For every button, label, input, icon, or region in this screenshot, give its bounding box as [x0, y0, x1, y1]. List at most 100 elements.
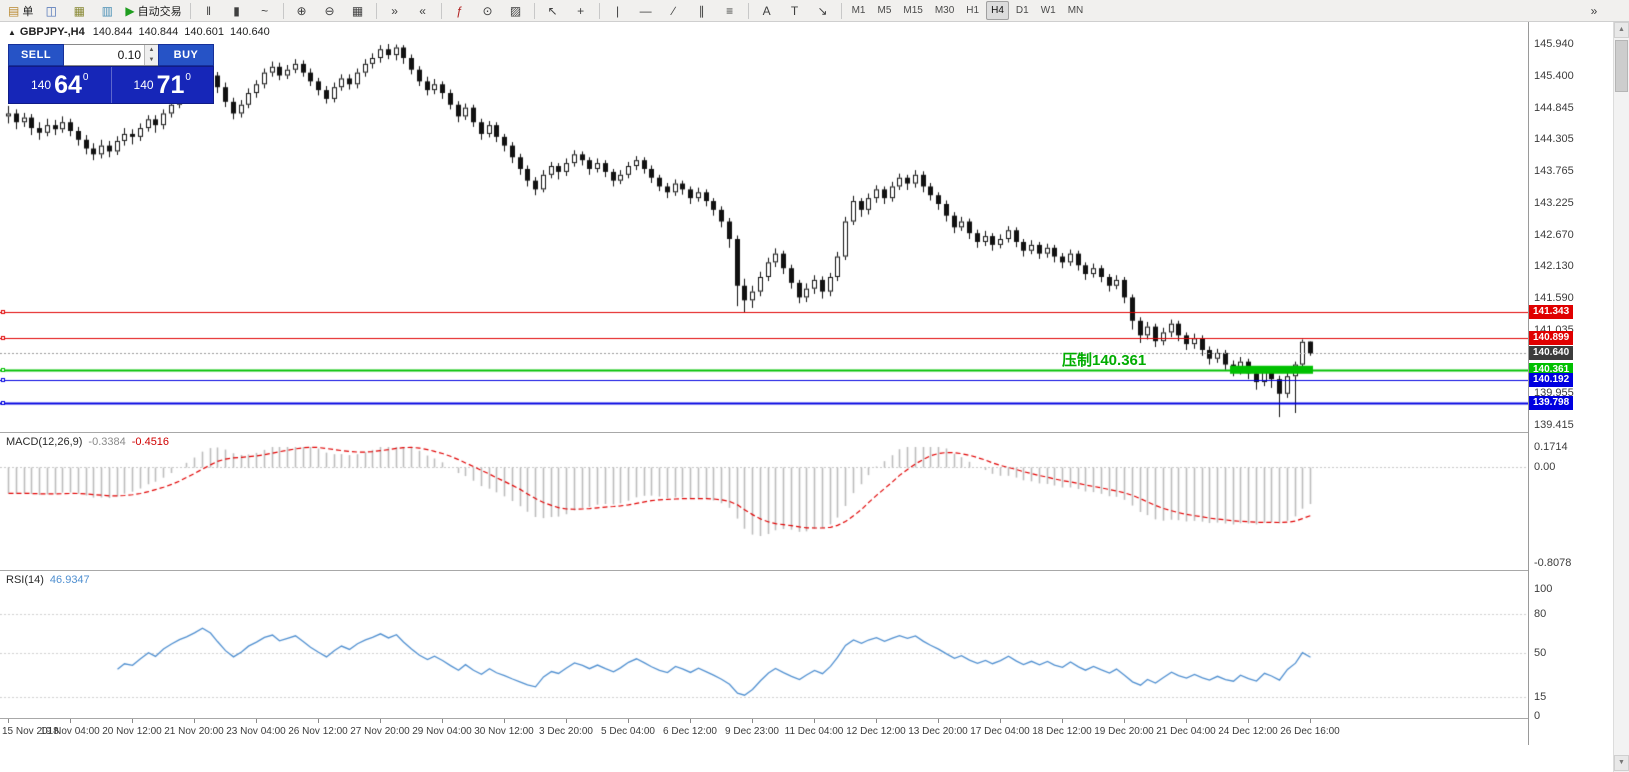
periods-icon: ⊙ — [482, 3, 493, 18]
tile-windows-icon: ▦ — [351, 3, 364, 18]
equidistant-channel-icon: ∥ — [698, 3, 705, 18]
vertical-scrollbar[interactable]: ▲ ▼ — [1613, 22, 1629, 772]
fibonacci-button[interactable]: ≡ — [717, 1, 743, 21]
timeframe-m30-button[interactable]: M30 — [934, 5, 955, 16]
zoom-out-button[interactable]: ⊖ — [317, 1, 343, 21]
price-tag: 140.899 — [1529, 331, 1574, 345]
candlestick-chart-icon: ▮ — [233, 3, 240, 18]
macd-canvas[interactable] — [0, 433, 1528, 570]
zoom-in-button[interactable]: ⊕ — [289, 1, 315, 21]
line-chart-icon: ~ — [261, 3, 269, 18]
toolbar-separator — [747, 2, 749, 19]
time-label: 26 Dec 16:00 — [1280, 726, 1340, 737]
equidistant-channel-button[interactable]: ∥ — [689, 1, 715, 21]
chart-shift-button[interactable]: « — [410, 1, 436, 21]
timeframe-m15-button[interactable]: M15 — [903, 5, 923, 16]
chart-window-button[interactable]: ◫ — [38, 1, 64, 21]
timeframe-m1-button[interactable]: M1 — [851, 5, 866, 16]
data-window-button[interactable]: ▥ — [94, 1, 120, 21]
new-order-button[interactable]: ▤ 单 — [5, 1, 36, 21]
cursor-button[interactable]: ↖ — [540, 1, 566, 21]
auto-scroll-button[interactable]: » — [382, 1, 408, 21]
toolbar-overflow-button[interactable]: » — [1581, 1, 1607, 21]
time-label: 19 Dec 20:00 — [1094, 726, 1154, 737]
bid-point: 0 — [82, 71, 89, 83]
bid-price-display[interactable]: 140 64 0 — [9, 67, 111, 103]
periods-button[interactable]: ⊙ — [475, 1, 501, 21]
text-button[interactable]: A — [754, 1, 780, 21]
buy-button[interactable]: BUY — [158, 44, 214, 66]
time-axis[interactable]: 15 Nov 2018 19 Nov 04:00 20 Nov 12:00 21 No… — [0, 719, 1528, 745]
volume-input[interactable] — [64, 45, 144, 65]
collapse-trading-panel-icon[interactable]: ▲ — [8, 28, 16, 37]
price-tick: 143.765 — [1534, 165, 1574, 177]
time-tick-mark — [194, 719, 195, 723]
scrollbar-down-button[interactable]: ▼ — [1614, 755, 1629, 771]
scrollbar-thumb[interactable] — [1615, 40, 1628, 92]
templates-button[interactable]: ▨ — [503, 1, 529, 21]
price-tag: 140.192 — [1529, 373, 1574, 387]
ask-price-display[interactable]: 140 71 0 — [110, 67, 214, 103]
rsi-axis-tick: 100 — [1534, 583, 1553, 595]
horizontal-line-icon: — — [639, 3, 652, 18]
rsi-canvas[interactable] — [0, 571, 1528, 718]
chart-area[interactable]: ▲ GBPJPY-,H4 140.844 140.844 140.601 140.640 … — [0, 22, 1629, 772]
tile-windows-button[interactable]: ▦ — [345, 1, 371, 21]
time-label: 24 Dec 12:00 — [1218, 726, 1278, 737]
time-tick-mark — [876, 719, 877, 723]
volume-down-button[interactable]: ▼ — [145, 55, 158, 65]
macd-name: MACD(12,26,9) — [6, 436, 83, 448]
time-label: 12 Dec 12:00 — [846, 726, 906, 737]
time-label: 20 Nov 12:00 — [102, 726, 162, 737]
price-chart-canvas[interactable] — [0, 22, 1528, 432]
time-label: 26 Nov 12:00 — [288, 726, 348, 737]
sell-button[interactable]: SELL — [8, 44, 64, 66]
text-label-button[interactable]: T — [782, 1, 808, 21]
auto-trading-button[interactable]: ▶ 自动交易 — [122, 1, 184, 21]
time-tick-mark — [938, 719, 939, 723]
timeframe-mn-button[interactable]: MN — [1067, 5, 1084, 16]
price-axis[interactable]: 145.940 145.400 144.845 144.305 143.765 143.2… — [1529, 22, 1613, 745]
time-label: 15 Nov 2018 — [2, 726, 59, 737]
macd-axis-tick: 0.1714 — [1534, 441, 1568, 453]
volume-box: ▲ ▼ — [64, 44, 158, 66]
rsi-axis-tick: 80 — [1534, 608, 1547, 620]
volume-up-button[interactable]: ▲ — [145, 45, 158, 55]
profiles-button[interactable]: ▦ — [66, 1, 92, 21]
bid-figure: 140 — [31, 78, 52, 92]
time-label: 29 Nov 04:00 — [412, 726, 472, 737]
time-label: 11 Dec 04:00 — [784, 726, 844, 737]
timeframe-h1-button[interactable]: H1 — [966, 5, 980, 16]
indicators-button[interactable]: ƒ — [447, 1, 473, 21]
horizontal-line-button[interactable]: — — [633, 1, 659, 21]
trendline-button[interactable]: ∕ — [661, 1, 687, 21]
bar-chart-button[interactable]: ‖ — [196, 1, 222, 21]
timeframe-h4-button[interactable]: H4 — [986, 1, 1009, 20]
timeframe-w1-button[interactable]: W1 — [1040, 5, 1056, 16]
time-tick-mark — [628, 719, 629, 723]
vertical-line-button[interactable]: | — [605, 1, 631, 21]
profiles-icon: ▦ — [73, 3, 86, 18]
price-tag: 141.343 — [1529, 305, 1574, 319]
ask-pips: 71 — [156, 71, 185, 99]
timeframe-d1-button[interactable]: D1 — [1015, 5, 1029, 16]
line-chart-button[interactable]: ~ — [252, 1, 278, 21]
time-tick-mark — [566, 719, 567, 723]
auto-scroll-icon: » — [391, 3, 398, 18]
arrows-button[interactable]: ↘ — [810, 1, 836, 21]
macd-axis-tick: 0.00 — [1534, 461, 1556, 473]
timeframe-m5-button[interactable]: M5 — [877, 5, 892, 16]
macd-signal-value: -0.4516 — [131, 436, 170, 448]
time-label: 30 Nov 12:00 — [474, 726, 534, 737]
macd-panel-separator[interactable] — [0, 432, 1613, 433]
rsi-panel-separator[interactable] — [0, 570, 1613, 571]
indicators-icon: ƒ — [456, 3, 463, 18]
fibonacci-icon: ≡ — [726, 3, 734, 18]
rsi-axis-tick: 0 — [1534, 710, 1541, 722]
quote-open: 140.844 — [92, 26, 133, 38]
candlestick-chart-button[interactable]: ▮ — [224, 1, 250, 21]
scrollbar-up-button[interactable]: ▲ — [1614, 22, 1629, 38]
time-tick-mark — [690, 719, 691, 723]
crosshair-button[interactable]: + — [568, 1, 594, 21]
